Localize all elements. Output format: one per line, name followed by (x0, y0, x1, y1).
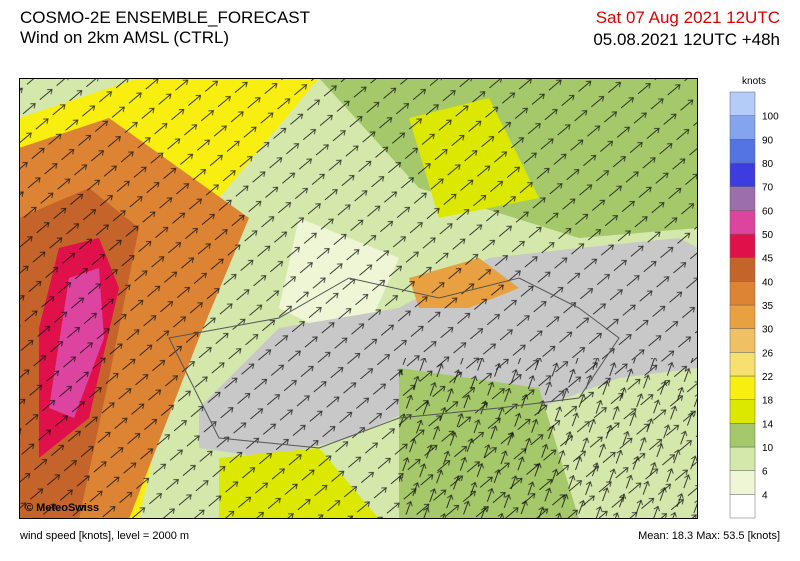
legend-swatch (729, 186, 756, 211)
legend-label: 60 (762, 206, 774, 217)
legend-label: 50 (762, 230, 774, 241)
footer-left: wind speed [knots], level = 2000 m (20, 530, 190, 542)
legend-swatch (729, 304, 756, 329)
legend-swatch (729, 494, 756, 519)
run-time: 05.08.2021 12UTC +48h (593, 30, 780, 49)
copyright: © MeteoSwiss (25, 502, 99, 514)
legend-label: 18 (762, 396, 774, 407)
footer-right: Mean: 18.3 Max: 53.5 [knots] (638, 530, 780, 542)
legend-label: 45 (762, 254, 774, 265)
legend-label: 70 (762, 183, 774, 194)
legend-swatch (729, 139, 756, 164)
legend-swatch (729, 470, 756, 495)
legend-label: 100 (762, 112, 779, 123)
legend-label: 35 (762, 301, 774, 312)
valid-time: Sat 07 Aug 2021 12UTC (595, 8, 780, 27)
legend-label: 14 (762, 419, 774, 430)
legend-swatch (729, 399, 756, 424)
legend-swatch (729, 210, 756, 235)
legend: knots 4 6 10 14 18 22 26 30 35 40 45 50 60 70 80 90 100 (729, 76, 779, 519)
legend-swatch (729, 423, 756, 448)
legend-label: 26 (762, 348, 774, 359)
legend-label: 10 (762, 443, 774, 454)
legend-label: 22 (762, 372, 774, 383)
legend-swatch (729, 233, 756, 258)
legend-swatch (729, 352, 756, 377)
title: COSMO-2E ENSEMBLE_FORECAST (20, 8, 311, 27)
legend-label: 4 (762, 490, 768, 501)
legend-label: 80 (762, 159, 774, 170)
map: © MeteoSwiss (19, 78, 698, 519)
legend-swatch (729, 375, 756, 400)
subtitle: Wind on 2km AMSL (CTRL) (20, 28, 230, 47)
legend-label: 6 (762, 467, 768, 478)
legend-swatch (729, 281, 756, 306)
legend-label: 40 (762, 277, 774, 288)
legend-swatch (729, 115, 756, 140)
legend-label: 30 (762, 325, 774, 336)
legend-swatch (729, 446, 756, 471)
legend-swatch (729, 328, 756, 353)
legend-swatch (729, 91, 756, 116)
legend-label: 90 (762, 135, 774, 146)
legend-swatch (729, 257, 756, 282)
legend-swatch (729, 162, 756, 187)
legend-unit: knots (742, 76, 766, 87)
